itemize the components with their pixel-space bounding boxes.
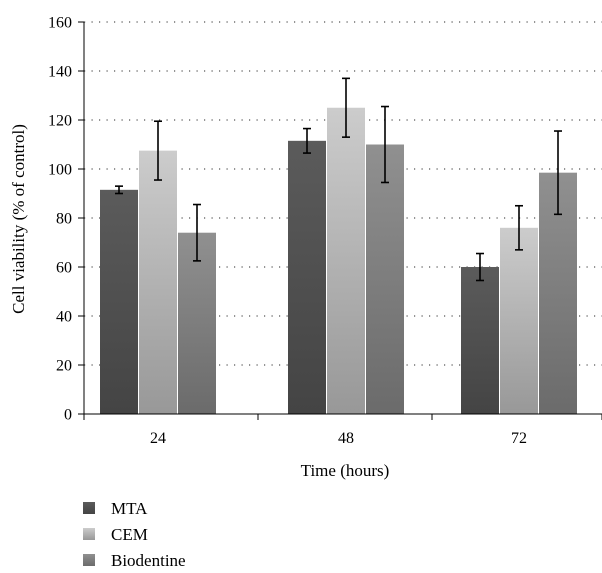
error-bar-cem-72 bbox=[515, 204, 523, 251]
y-tick-label: 140 bbox=[48, 64, 72, 81]
y-tick-label: 0 bbox=[64, 407, 72, 424]
error-bar-mta-24 bbox=[115, 185, 123, 195]
y-tick-label: 40 bbox=[56, 309, 72, 326]
y-axis-title: Cell viability (% of control) bbox=[9, 124, 28, 314]
y-tick-label: 100 bbox=[48, 162, 72, 179]
y-tick-label: 20 bbox=[56, 358, 72, 375]
legend-label-cem: CEM bbox=[111, 525, 148, 544]
bars bbox=[100, 107, 577, 414]
y-axis-ticks: 0 20 40 60 80 100 120 140 160 bbox=[48, 15, 84, 424]
x-axis-ticks: 24 48 72 bbox=[83, 414, 602, 447]
bar-cem-24 bbox=[139, 150, 177, 414]
legend-label-biodentine: Biodentine bbox=[111, 551, 186, 570]
x-axis-title: Time (hours) bbox=[301, 461, 390, 480]
bar-mta-48 bbox=[288, 140, 326, 414]
error-bar-biodentine-72 bbox=[554, 130, 562, 216]
legend-label-mta: MTA bbox=[111, 499, 148, 518]
x-tick-label: 24 bbox=[150, 430, 166, 447]
y-tick-label: 80 bbox=[56, 211, 72, 228]
x-tick-label: 48 bbox=[338, 430, 354, 447]
axes bbox=[83, 22, 602, 415]
legend-swatch-mta bbox=[83, 502, 95, 514]
bar-biodentine-24 bbox=[178, 232, 216, 414]
bar-biodentine-48 bbox=[366, 144, 404, 414]
bar-cem-72 bbox=[500, 227, 538, 414]
bar-mta-72 bbox=[461, 267, 499, 414]
error-bar-mta-72 bbox=[476, 252, 484, 282]
error-bar-biodentine-24 bbox=[193, 203, 201, 262]
y-tick-label: 120 bbox=[48, 113, 72, 130]
x-tick-label: 72 bbox=[511, 430, 527, 447]
legend: MTA CEM Biodentine bbox=[83, 499, 186, 570]
legend-swatch-cem bbox=[83, 528, 95, 540]
legend-swatch-biodentine bbox=[83, 554, 95, 566]
error-bar-cem-48 bbox=[342, 77, 350, 138]
error-bar-biodentine-48 bbox=[381, 105, 389, 184]
error-bars bbox=[115, 77, 562, 282]
y-tick-label: 160 bbox=[48, 15, 72, 32]
error-bar-mta-48 bbox=[303, 127, 311, 154]
error-bar-cem-24 bbox=[154, 120, 162, 181]
y-tick-label: 60 bbox=[56, 260, 72, 277]
bar-mta-24 bbox=[100, 189, 138, 414]
bar-cem-48 bbox=[327, 107, 365, 414]
